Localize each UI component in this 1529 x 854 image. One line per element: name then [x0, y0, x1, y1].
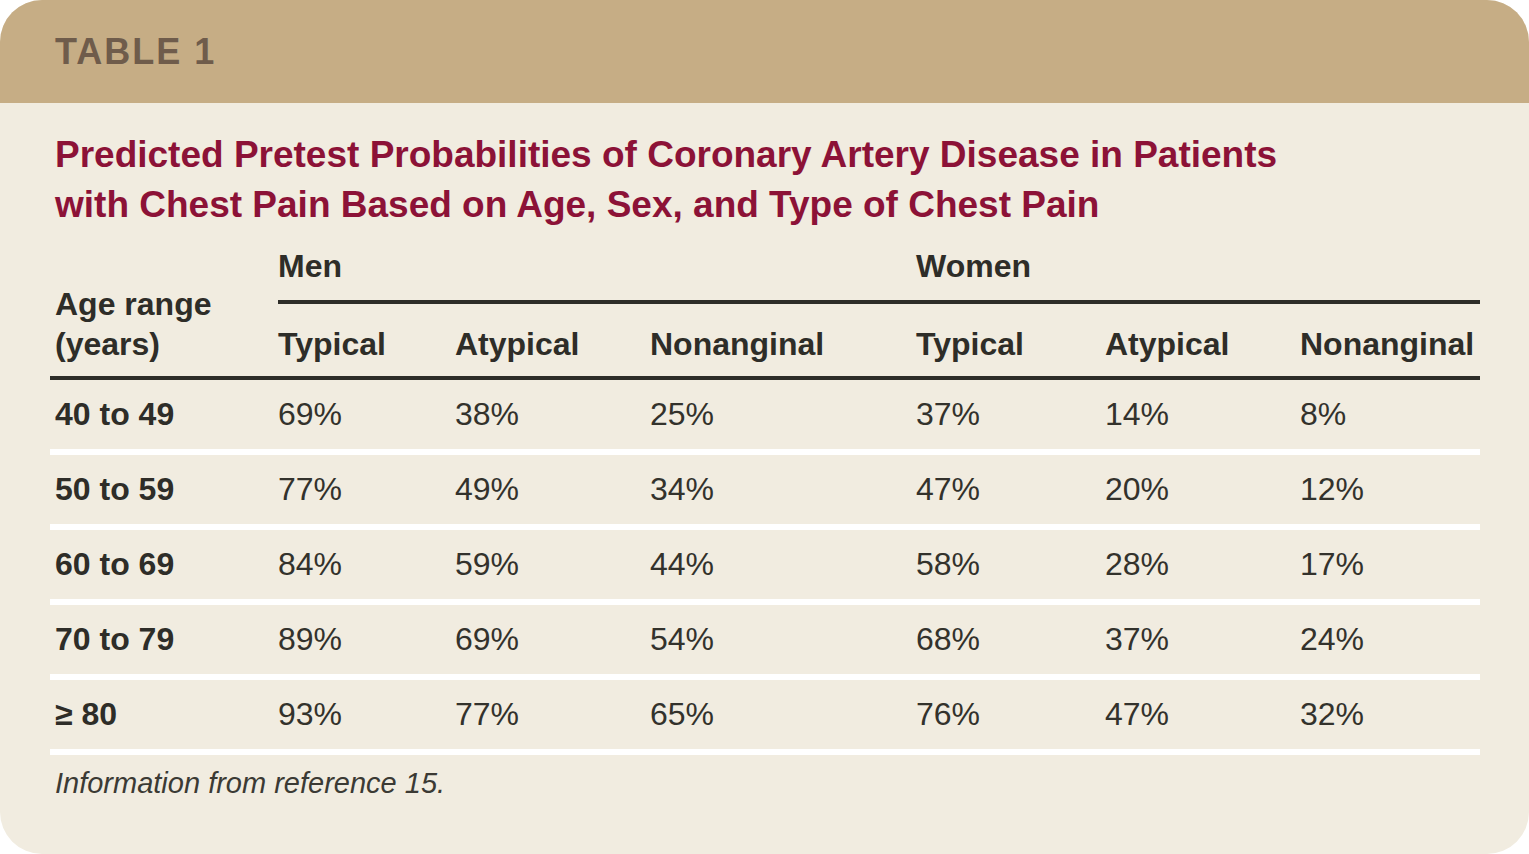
value-cell: 14% [1105, 396, 1300, 433]
value-cell: 24% [1300, 621, 1480, 658]
table-title-line2: with Chest Pain Based on Age, Sex, and T… [55, 184, 1099, 225]
value-cell: 47% [916, 471, 1105, 508]
table-figure-card: TABLE 1 Predicted Pretest Probabilities … [0, 0, 1529, 854]
age-range-column-header: Age range (years) [55, 284, 211, 364]
value-cell: 28% [1105, 546, 1300, 583]
age-cell: 60 to 69 [50, 546, 278, 583]
age-cell: 50 to 59 [50, 471, 278, 508]
table-row: ≥ 80 93% 77% 65% 76% 47% 32% [50, 680, 1480, 755]
value-cell: 76% [916, 696, 1105, 733]
value-cell: 54% [650, 621, 916, 658]
value-cell: 47% [1105, 696, 1300, 733]
age-cell: ≥ 80 [50, 696, 278, 733]
value-cell: 38% [455, 396, 650, 433]
men-group-header: Men [278, 248, 342, 285]
value-cell: 37% [1105, 621, 1300, 658]
value-cell: 34% [650, 471, 916, 508]
value-cell: 65% [650, 696, 916, 733]
value-cell: 93% [278, 696, 455, 733]
value-cell: 37% [916, 396, 1105, 433]
table-header-row: Age range (years) Men Women Typical Atyp… [50, 240, 1480, 380]
women-group-header: Women [916, 248, 1031, 285]
value-cell: 32% [1300, 696, 1480, 733]
men-atypical-header: Atypical [455, 326, 579, 363]
value-cell: 12% [1300, 471, 1480, 508]
value-cell: 58% [916, 546, 1105, 583]
women-atypical-header: Atypical [1105, 326, 1229, 363]
value-cell: 77% [278, 471, 455, 508]
table-row: 40 to 49 69% 38% 25% 37% 14% 8% [50, 380, 1480, 455]
value-cell: 8% [1300, 396, 1480, 433]
age-range-header-line2: (years) [55, 324, 211, 364]
value-cell: 68% [916, 621, 1105, 658]
men-nonanginal-header: Nonanginal [650, 326, 824, 363]
table-row: 60 to 69 84% 59% 44% 58% 28% 17% [50, 530, 1480, 605]
group-header-rule [278, 300, 1480, 304]
value-cell: 44% [650, 546, 916, 583]
table-title: Predicted Pretest Probabilities of Coron… [55, 130, 1480, 230]
footnote: Information from reference 15. [55, 767, 1480, 800]
value-cell: 49% [455, 471, 650, 508]
value-cell: 77% [455, 696, 650, 733]
men-typical-header: Typical [278, 326, 386, 363]
value-cell: 89% [278, 621, 455, 658]
table-number-band: TABLE 1 [0, 0, 1529, 103]
women-typical-header: Typical [916, 326, 1024, 363]
table-number-label: TABLE 1 [55, 31, 216, 73]
value-cell: 25% [650, 396, 916, 433]
table-row: 50 to 59 77% 49% 34% 47% 20% 12% [50, 455, 1480, 530]
value-cell: 17% [1300, 546, 1480, 583]
age-range-header-line1: Age range [55, 284, 211, 324]
table-title-line1: Predicted Pretest Probabilities of Coron… [55, 134, 1277, 175]
table-row: 70 to 79 89% 69% 54% 68% 37% 24% [50, 605, 1480, 680]
age-cell: 40 to 49 [50, 396, 278, 433]
value-cell: 20% [1105, 471, 1300, 508]
value-cell: 84% [278, 546, 455, 583]
age-cell: 70 to 79 [50, 621, 278, 658]
women-nonanginal-header: Nonanginal [1300, 326, 1474, 363]
value-cell: 69% [278, 396, 455, 433]
value-cell: 59% [455, 546, 650, 583]
value-cell: 69% [455, 621, 650, 658]
